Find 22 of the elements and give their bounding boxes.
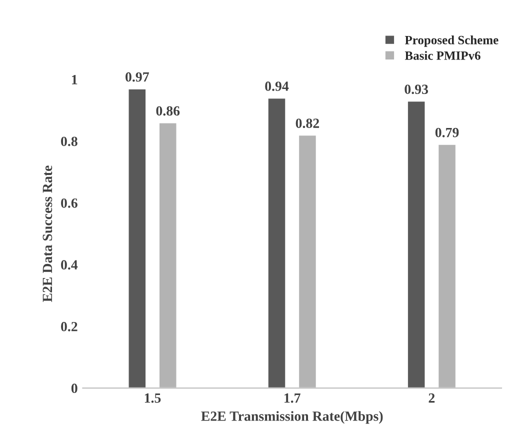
bar	[266, 97, 287, 388]
bar	[406, 100, 426, 388]
data-label: 0.97	[126, 72, 149, 82]
y-tick-label: 0.8	[61, 136, 78, 146]
y-tick-label: 0.6	[61, 198, 78, 208]
data-label: 0.82	[296, 118, 320, 128]
data-label: 0.79	[435, 128, 459, 138]
x-axis-title: E2E Transmission Rate(Mbps)	[201, 411, 383, 424]
data-label: 0.93	[404, 84, 428, 94]
legend-label: Basic PMIPv6	[404, 51, 480, 60]
data-label: 0.94	[265, 82, 289, 91]
y-tick-label: 0.4	[61, 260, 78, 270]
y-axis-title: E2E Data Success Rate	[42, 166, 52, 302]
x-tick-label: 1.5	[144, 393, 161, 403]
y-tick-label: 0.2	[61, 322, 78, 332]
legend-label: Proposed Scheme	[404, 36, 498, 47]
x-tick-label: 2	[428, 393, 435, 403]
y-tick-label: 0	[71, 384, 78, 394]
bar	[127, 88, 147, 388]
data-label: 0.86	[156, 106, 180, 116]
y-tick-label: 1	[72, 75, 78, 84]
x-tick-label: 1.7	[284, 393, 300, 403]
